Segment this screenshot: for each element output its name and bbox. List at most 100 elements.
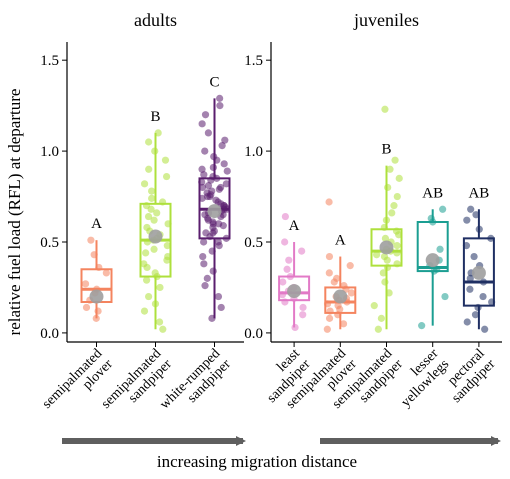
data-point <box>441 292 449 301</box>
data-point <box>159 325 167 333</box>
data-point <box>151 269 159 277</box>
data-point <box>143 223 151 232</box>
x-tick-label: semipalmatedplover <box>40 346 116 422</box>
significance-letter: AB <box>422 185 443 201</box>
data-point <box>145 138 153 146</box>
data-point <box>198 178 206 186</box>
y-tick-label: 1.5 <box>40 53 59 69</box>
x-tick-label: white-rumpedsandpiper <box>157 346 234 423</box>
data-point <box>92 314 100 322</box>
data-point <box>433 265 441 273</box>
data-point <box>199 252 207 261</box>
y-tick-label: 0.0 <box>244 326 263 342</box>
x-axis-label: increasing migration distance <box>157 452 357 471</box>
mean-marker <box>379 240 394 255</box>
data-point <box>479 292 487 301</box>
data-point <box>487 234 495 242</box>
panel-title: adults <box>134 10 177 30</box>
data-point <box>217 183 225 192</box>
data-point <box>325 314 334 322</box>
significance-letter: A <box>91 216 102 232</box>
y-tick-label: 1.5 <box>244 53 263 69</box>
data-point <box>90 251 98 259</box>
data-point <box>143 238 152 246</box>
data-point <box>200 238 208 246</box>
data-point <box>325 252 334 261</box>
data-point <box>334 311 342 319</box>
data-point <box>164 220 172 228</box>
data-point <box>347 289 356 297</box>
data-point <box>208 247 216 255</box>
data-point <box>155 318 164 326</box>
data-point <box>370 302 378 310</box>
data-point <box>203 192 212 201</box>
data-point <box>427 214 435 222</box>
data-point <box>212 196 220 204</box>
data-point <box>393 192 401 201</box>
data-point <box>223 167 231 175</box>
x-tick-label: pectoralsandpiper <box>439 346 499 406</box>
data-point <box>200 260 208 268</box>
y-tick-label: 0.5 <box>40 235 59 251</box>
data-point <box>140 307 149 315</box>
data-point <box>281 212 289 221</box>
data-point <box>158 198 167 206</box>
panel-0: adults0.00.51.01.5AsemipalmatedploverBse… <box>40 10 244 423</box>
data-point <box>209 267 217 275</box>
data-point <box>384 183 392 192</box>
data-point <box>391 156 399 164</box>
x-tick-label: lesseryellowlegs <box>388 346 452 410</box>
data-point <box>474 303 482 312</box>
data-point <box>472 211 480 219</box>
data-point <box>466 274 474 282</box>
data-point <box>164 252 172 261</box>
data-point <box>198 120 206 128</box>
data-point <box>215 220 223 228</box>
data-point <box>216 94 224 102</box>
y-tick-label: 0.0 <box>40 326 59 342</box>
data-point <box>281 238 289 246</box>
data-point <box>220 202 228 210</box>
data-point <box>325 198 333 206</box>
data-point <box>150 245 158 253</box>
data-point <box>208 187 216 195</box>
data-point <box>144 212 153 221</box>
data-point <box>209 163 217 172</box>
data-point <box>386 165 394 173</box>
data-point <box>470 252 478 261</box>
data-point <box>385 289 393 297</box>
data-point <box>143 276 151 284</box>
mean-marker <box>333 289 348 304</box>
data-point <box>373 251 381 259</box>
data-point <box>278 291 287 299</box>
data-point <box>340 282 348 290</box>
data-point <box>383 263 392 272</box>
mean-marker <box>287 284 302 299</box>
data-point <box>392 227 401 235</box>
data-point <box>201 147 209 155</box>
data-point <box>161 156 170 164</box>
data-point <box>374 325 382 333</box>
data-point <box>462 242 471 250</box>
data-point <box>381 234 390 242</box>
data-point <box>154 129 162 137</box>
data-point <box>142 202 151 210</box>
panel-1: juveniles0.00.51.01.5AleastsandpiperAsem… <box>244 10 502 412</box>
data-point <box>380 252 389 261</box>
data-point <box>471 311 480 319</box>
data-point <box>220 160 228 168</box>
data-point <box>145 292 153 301</box>
data-point <box>163 242 171 250</box>
data-point <box>201 282 209 290</box>
data-point <box>418 322 426 330</box>
data-point <box>222 180 230 188</box>
data-point <box>142 249 150 257</box>
x-tick-label: semipalmatedsandpiper <box>99 346 175 422</box>
data-point <box>208 314 216 322</box>
data-point <box>148 187 156 195</box>
data-point <box>323 325 331 333</box>
data-point <box>217 303 225 312</box>
data-point <box>393 249 401 257</box>
